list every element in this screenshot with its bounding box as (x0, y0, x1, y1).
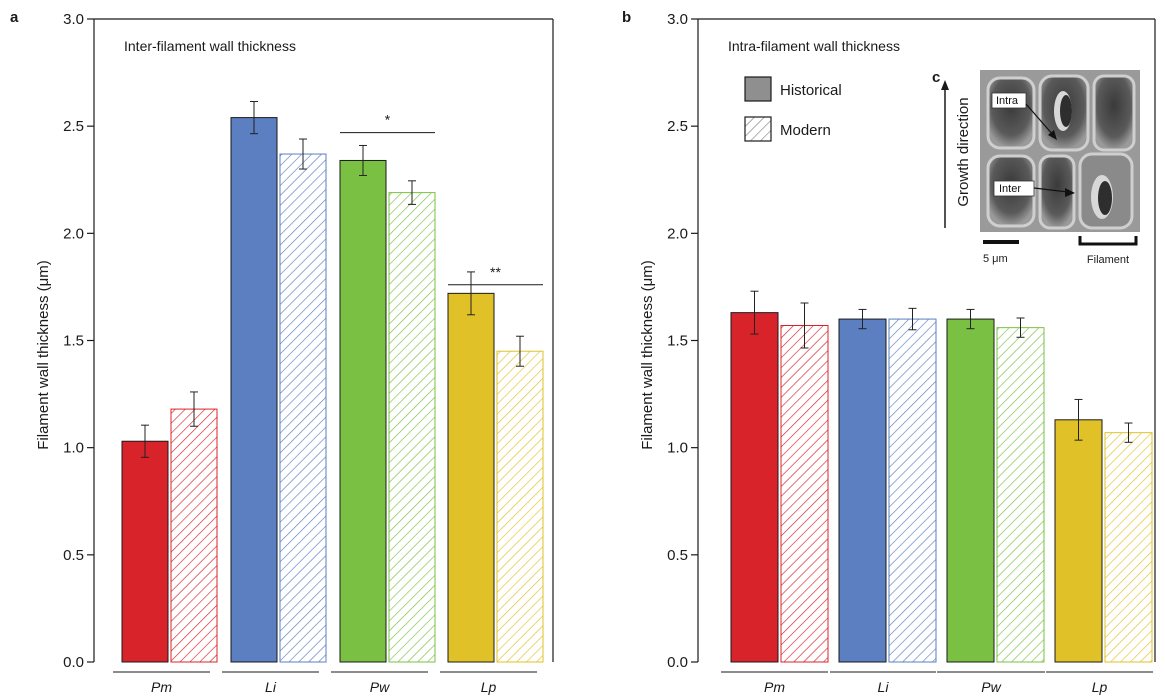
growth-arrow-head (941, 80, 949, 90)
panel-a-title: Inter-filament wall thickness (124, 38, 296, 54)
legend-swatch-historical (744, 76, 772, 102)
legend-swatch-modern (744, 116, 772, 142)
bar-li-historical (230, 117, 278, 663)
y-tick-label: 0.5 (667, 547, 688, 564)
y-tick-label: 2.5 (63, 118, 84, 135)
y-tick-label: 3.0 (667, 11, 688, 28)
panel-b-title: Intra-filament wall thickness (728, 38, 900, 54)
category-label-pw: Pw (370, 679, 390, 695)
y-tick-label: 0.0 (63, 654, 84, 671)
panel-a-y-axis-label: Filament wall thickness (μm) (35, 260, 52, 450)
category-label-pm: Pm (764, 679, 785, 695)
bar-lp-historical (1054, 419, 1103, 663)
y-tick-label: 2.0 (63, 225, 84, 242)
micrograph-lumen (1098, 181, 1112, 215)
bar-li-historical (838, 318, 887, 663)
bar-lp-modern (496, 350, 544, 663)
panel-b-chart: Filament wall thickness (μm) Intra-filam… (639, 11, 1156, 695)
category-label-lp: Lp (1092, 679, 1108, 695)
filament-bracket (1078, 236, 1138, 246)
intra-label: Intra (996, 95, 1019, 107)
bar-pm-historical (730, 312, 779, 663)
bar-li-modern (888, 318, 937, 663)
inset-micrograph: c Growth direction Intra Inter (932, 69, 1140, 266)
category-label-li: Li (265, 679, 277, 695)
inter-arrow-head (1065, 188, 1075, 197)
intra-arrow-head (1048, 130, 1057, 140)
bar-pm-modern (170, 408, 218, 663)
y-tick-label: 1.0 (63, 440, 84, 457)
significance-marker: * (385, 112, 391, 128)
category-label-li: Li (878, 679, 890, 695)
panel-letter-a: a (10, 9, 19, 26)
panel-letter-c: c (932, 69, 940, 86)
intra-label-box (991, 92, 1027, 109)
scale-bar-label: 5 μm (983, 253, 1008, 265)
panel-a-chart: Filament wall thickness (μm) Inter-filam… (35, 11, 554, 695)
inter-arrow (1033, 187, 1069, 193)
y-tick-label: 1.5 (667, 333, 688, 350)
legend: Historical Modern (744, 76, 842, 142)
intra-arrow (1025, 103, 1055, 137)
micrograph-cell (1038, 154, 1076, 230)
inter-label: Inter (999, 183, 1021, 195)
panel-b-y-axis-label: Filament wall thickness (μm) (639, 260, 656, 450)
micrograph-cell (986, 76, 1036, 150)
bar-lp-historical (447, 292, 495, 663)
y-tick-label: 2.5 (667, 118, 688, 135)
category-label-pw: Pw (981, 679, 1001, 695)
y-tick-label: 1.5 (63, 333, 84, 350)
category-label-lp: Lp (481, 679, 497, 695)
bar-li-modern (279, 153, 327, 663)
bar-pw-modern (996, 327, 1045, 663)
micrograph-lumen (1060, 95, 1072, 127)
legend-label-modern: Modern (780, 122, 831, 139)
growth-direction-label: Growth direction (955, 97, 972, 206)
bar-lp-modern (1104, 432, 1153, 663)
bar-pw-historical (946, 318, 995, 663)
bar-pw-historical (339, 159, 387, 663)
bar-pm-historical (121, 440, 169, 663)
filament-label: Filament (1087, 254, 1129, 266)
micrograph-cell (1092, 74, 1136, 152)
y-tick-label: 2.0 (667, 225, 688, 242)
scale-bar (983, 240, 1019, 244)
y-tick-label: 0.0 (667, 654, 688, 671)
bar-pw-modern (388, 192, 436, 663)
bar-pm-modern (780, 324, 829, 663)
y-tick-label: 3.0 (63, 11, 84, 28)
category-label-pm: Pm (151, 679, 172, 695)
y-tick-label: 0.5 (63, 547, 84, 564)
panel-letter-b: b (622, 9, 631, 26)
y-tick-label: 1.0 (667, 440, 688, 457)
legend-label-historical: Historical (780, 82, 842, 99)
significance-marker: ** (490, 264, 501, 280)
